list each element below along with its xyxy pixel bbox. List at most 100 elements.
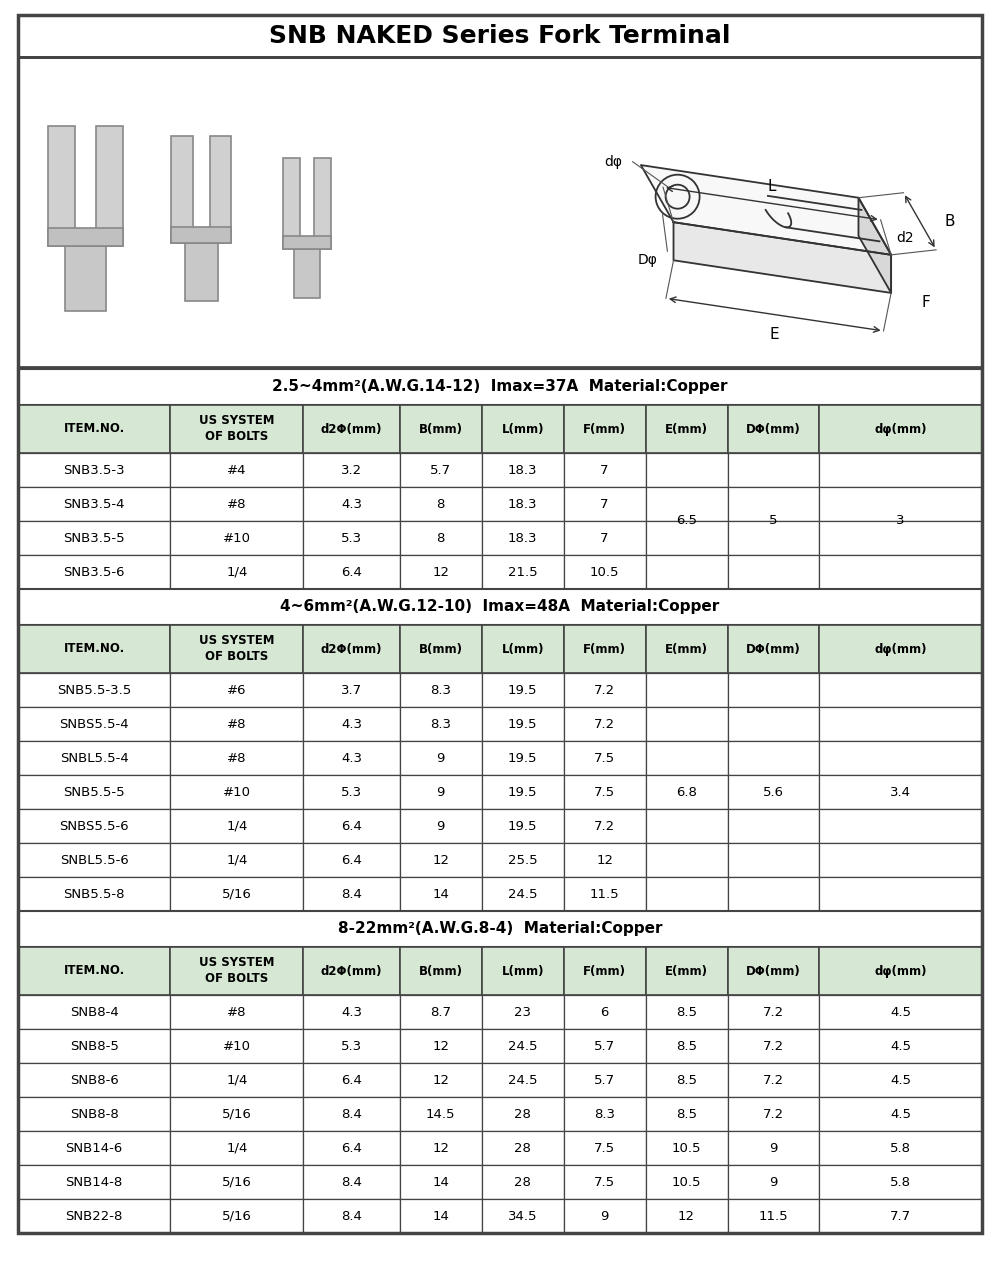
Text: 34.5: 34.5 <box>508 1210 537 1223</box>
Text: 9: 9 <box>437 786 445 798</box>
Text: 8-22mm²(A.W.G.8-4)  Material:Copper: 8-22mm²(A.W.G.8-4) Material:Copper <box>338 921 662 936</box>
Text: 7: 7 <box>600 531 609 545</box>
Bar <box>728 487 819 521</box>
Bar <box>400 555 482 589</box>
Bar <box>482 877 564 911</box>
Bar <box>400 1199 482 1233</box>
Text: 4~6mm²(A.W.G.12-10)  Imax=48A  Material:Copper: 4~6mm²(A.W.G.12-10) Imax=48A Material:Co… <box>280 599 720 614</box>
Bar <box>400 995 482 1029</box>
Bar <box>482 454 564 487</box>
Bar <box>400 775 482 810</box>
Bar <box>400 741 482 775</box>
Text: 12: 12 <box>432 565 449 579</box>
Text: ITEM.NO.: ITEM.NO. <box>64 642 125 655</box>
Bar <box>728 843 819 877</box>
Text: dφ(mm): dφ(mm) <box>874 422 927 436</box>
Bar <box>170 843 303 877</box>
Text: 4.3: 4.3 <box>341 498 362 511</box>
Text: E(mm): E(mm) <box>665 642 708 655</box>
Ellipse shape <box>294 246 320 253</box>
Bar <box>646 1131 728 1164</box>
Text: SNB3.5-5: SNB3.5-5 <box>63 531 125 545</box>
Text: 14: 14 <box>432 887 449 901</box>
Bar <box>400 810 482 843</box>
Bar <box>646 995 728 1029</box>
Bar <box>819 775 982 810</box>
Text: 6.4: 6.4 <box>341 1073 362 1087</box>
Text: DΦ(mm): DΦ(mm) <box>746 964 801 978</box>
Bar <box>170 521 303 555</box>
Bar <box>303 625 400 673</box>
Bar <box>482 1131 564 1164</box>
Text: 5.7: 5.7 <box>430 464 451 476</box>
Bar <box>170 673 303 707</box>
Bar <box>564 487 646 521</box>
Bar <box>303 1199 400 1233</box>
Bar <box>646 405 728 454</box>
Bar <box>819 1164 982 1199</box>
Bar <box>18 1164 170 1199</box>
Text: 7.5: 7.5 <box>594 786 615 798</box>
Text: 9: 9 <box>600 1210 609 1223</box>
Bar <box>170 775 303 810</box>
Text: SNB22-8: SNB22-8 <box>65 1210 123 1223</box>
Bar <box>170 1097 303 1131</box>
Text: SNB5.5-3.5: SNB5.5-3.5 <box>57 683 131 697</box>
Text: 5.7: 5.7 <box>594 1039 615 1053</box>
Text: 12: 12 <box>596 854 613 867</box>
Text: 10.5: 10.5 <box>672 1142 701 1154</box>
Text: 5/16: 5/16 <box>222 1176 252 1188</box>
Text: 8.5: 8.5 <box>676 1006 697 1019</box>
Bar <box>170 707 303 741</box>
Text: 4.3: 4.3 <box>341 717 362 731</box>
Bar <box>18 589 982 625</box>
Text: dφ(mm): dφ(mm) <box>874 642 927 655</box>
Text: B(mm): B(mm) <box>419 422 463 436</box>
Text: 28: 28 <box>514 1142 531 1154</box>
Bar <box>303 843 400 877</box>
Text: SNBS5.5-4: SNBS5.5-4 <box>59 717 129 731</box>
Text: ITEM.NO.: ITEM.NO. <box>64 422 125 436</box>
Bar <box>18 1199 170 1233</box>
Bar <box>728 1063 819 1097</box>
Bar <box>482 625 564 673</box>
Text: 5/16: 5/16 <box>222 1107 252 1120</box>
Bar <box>564 1063 646 1097</box>
Text: 8.4: 8.4 <box>341 1210 362 1223</box>
Bar <box>646 1029 728 1063</box>
Bar <box>171 136 193 243</box>
Bar <box>482 741 564 775</box>
Text: 12: 12 <box>432 854 449 867</box>
Bar <box>48 228 123 246</box>
Text: 8.4: 8.4 <box>341 1107 362 1120</box>
Bar <box>564 1029 646 1063</box>
Bar <box>170 625 303 673</box>
Bar <box>728 1164 819 1199</box>
Text: 14.5: 14.5 <box>426 1107 455 1120</box>
Text: 7.2: 7.2 <box>763 1107 784 1120</box>
Bar <box>48 125 75 246</box>
Bar <box>819 405 982 454</box>
Bar <box>18 877 170 911</box>
Text: US SYSTEM
OF BOLTS: US SYSTEM OF BOLTS <box>199 414 275 443</box>
Bar <box>646 1164 728 1199</box>
Text: 18.3: 18.3 <box>508 531 537 545</box>
Text: E(mm): E(mm) <box>665 964 708 978</box>
Bar <box>303 995 400 1029</box>
Bar <box>400 487 482 521</box>
Text: L(mm): L(mm) <box>501 422 544 436</box>
Bar <box>819 487 982 521</box>
Bar <box>819 454 982 487</box>
Text: SNB14-6: SNB14-6 <box>66 1142 123 1154</box>
Text: DΦ(mm): DΦ(mm) <box>746 642 801 655</box>
Text: 7.5: 7.5 <box>594 751 615 764</box>
Bar <box>170 1164 303 1199</box>
Bar <box>819 946 982 995</box>
Bar <box>303 810 400 843</box>
Text: 7: 7 <box>600 498 609 511</box>
Text: 14: 14 <box>432 1176 449 1188</box>
Text: 8.3: 8.3 <box>430 683 451 697</box>
Bar <box>18 843 170 877</box>
Bar <box>303 673 400 707</box>
Bar <box>303 775 400 810</box>
